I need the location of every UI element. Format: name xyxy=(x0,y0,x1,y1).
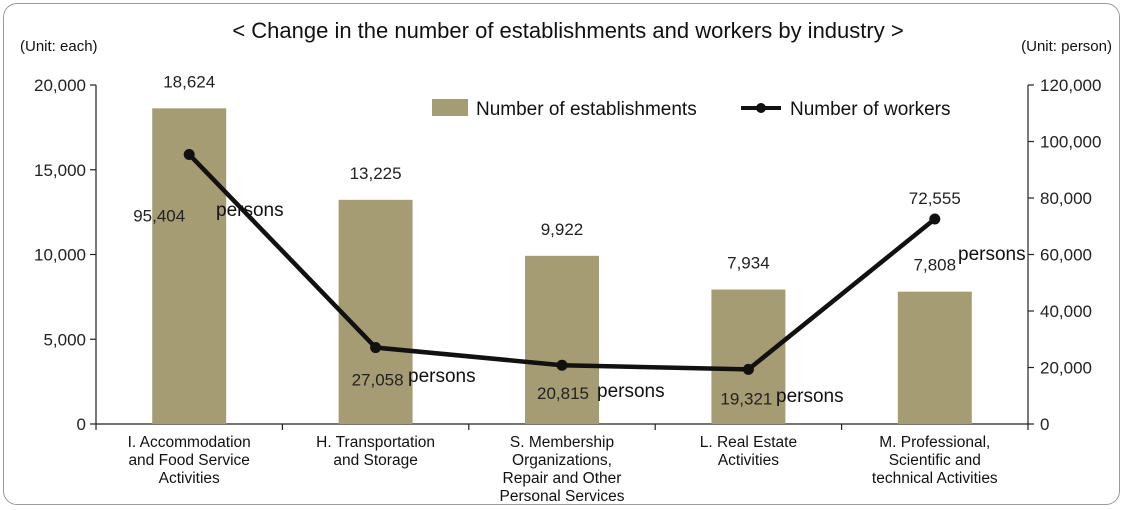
category-label: L. Real Estate xyxy=(700,434,797,451)
establishments-bar xyxy=(711,289,786,424)
workers-value-label: 20,815 xyxy=(537,384,589,403)
legend-line-marker xyxy=(756,103,766,113)
establishments-value-label: 7,934 xyxy=(727,254,770,273)
workers-value-label: 27,058 xyxy=(352,371,404,390)
establishments-bar xyxy=(152,108,227,425)
workers-point xyxy=(370,342,382,354)
legend: Number of establishments Number of worke… xyxy=(432,99,951,120)
category-label: S. Membership xyxy=(510,434,614,451)
legend-bar-swatch xyxy=(432,99,468,116)
workers-value-label: 95,404 xyxy=(133,206,185,225)
right-tick-label: 20,000 xyxy=(1040,359,1092,378)
workers-unit-suffix: persons xyxy=(216,200,284,221)
category-label: and Food Service xyxy=(128,452,250,469)
establishments-value-label: 7,808 xyxy=(914,256,957,275)
right-tick-label: 80,000 xyxy=(1040,189,1092,208)
workers-unit-suffix: persons xyxy=(776,386,844,407)
category-label: Personal Services xyxy=(500,488,625,505)
workers-value-label: 19,321 xyxy=(720,389,772,408)
category-label: M. Professional, xyxy=(879,434,990,451)
category-label: Activities xyxy=(159,470,220,487)
left-tick-label: 20,000 xyxy=(34,76,86,95)
legend-line-label: Number of workers xyxy=(790,99,951,120)
workers-unit-suffix: persons xyxy=(958,244,1026,265)
workers-point xyxy=(183,148,195,160)
establishments-bar xyxy=(897,291,972,424)
right-tick-label: 120,000 xyxy=(1040,76,1101,95)
right-tick-label: 100,000 xyxy=(1040,133,1101,152)
left-axis-unit: (Unit: each) xyxy=(20,38,98,55)
establishments-value-label: 9,922 xyxy=(541,220,584,239)
category-label: I. Accommodation xyxy=(128,434,251,451)
left-tick-label: 0 xyxy=(77,415,86,434)
category-label: Organizations, xyxy=(512,452,612,469)
category-label: and Storage xyxy=(333,452,417,469)
right-tick-label: 40,000 xyxy=(1040,302,1092,321)
workers-value-label: 72,555 xyxy=(909,189,961,208)
workers-point xyxy=(742,363,754,375)
workers-point xyxy=(929,213,941,225)
worker-line xyxy=(183,148,941,375)
right-tick-label: 60,000 xyxy=(1040,246,1092,265)
workers-unit-suffix: persons xyxy=(408,366,476,387)
establishments-bar xyxy=(525,255,599,424)
left-tick-label: 10,000 xyxy=(34,246,86,265)
category-label: technical Activities xyxy=(872,470,998,487)
establishments-value-label: 13,225 xyxy=(350,164,402,183)
category-label: Repair and Other xyxy=(503,470,622,487)
category-label: H. Transportation xyxy=(316,434,435,451)
legend-bar-label: Number of establishments xyxy=(476,99,697,120)
establishments-bar xyxy=(338,199,413,424)
data-labels: 18,624 13,225 9,922 7,934 7,808 95,404 27,058 2… xyxy=(133,72,1025,408)
left-tick-label: 15,000 xyxy=(34,161,86,180)
axes: 0 5,000 10,000 15,000 20,000 0 20,000 40,000 60,… xyxy=(34,76,1101,434)
workers-point xyxy=(556,359,568,371)
category-label: Activities xyxy=(718,452,779,469)
right-axis-unit: (Unit: person) xyxy=(1021,38,1112,55)
establishments-value-label: 18,624 xyxy=(163,72,215,91)
left-tick-label: 5,000 xyxy=(43,330,86,349)
bars xyxy=(152,108,972,425)
right-tick-label: 0 xyxy=(1040,415,1049,434)
chart-title: < Change in the number of establishments… xyxy=(232,18,903,43)
category-label: Scientific and xyxy=(889,452,981,469)
workers-unit-suffix: persons xyxy=(597,381,665,402)
